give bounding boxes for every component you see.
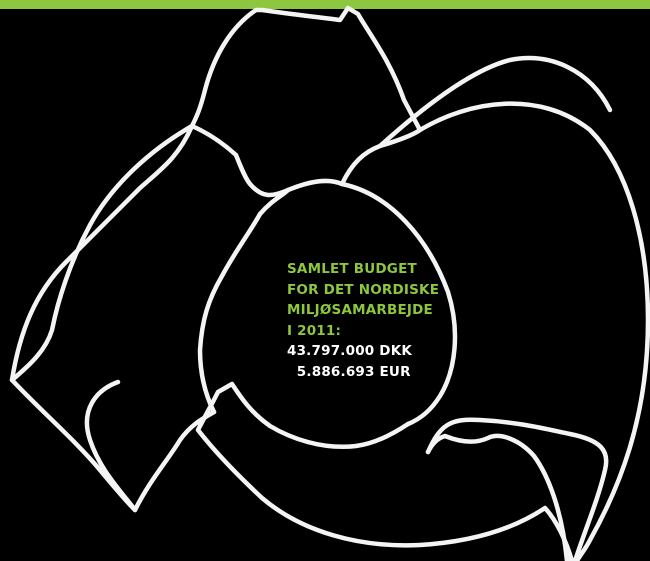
top-arrow-outline bbox=[189, 5, 423, 198]
left-arrow-outline bbox=[9, 123, 217, 513]
right-arrow-outline bbox=[417, 101, 650, 561]
budget-heading-line-3: MILJØSAMARBEJDE bbox=[287, 302, 433, 318]
budget-heading-line-2: FOR DET NORDISKE bbox=[287, 281, 440, 298]
budget-amount-eur: 5.886.693 EUR bbox=[287, 363, 411, 380]
left-arrow-tail bbox=[9, 123, 195, 383]
left-arrow-shaft bbox=[197, 187, 291, 415]
budget-amount-dkk: 43.797.000 DKK bbox=[287, 343, 413, 359]
bottom-arrow-outline bbox=[195, 381, 575, 561]
budget-text-block: SAMLET BUDGET FOR DET NORDISKE MILJØSAMA… bbox=[287, 259, 487, 382]
upper-right-swoosh bbox=[377, 55, 613, 149]
budget-heading-line-4: I 2011: bbox=[287, 322, 342, 339]
green-top-bar bbox=[0, 0, 650, 9]
inner-ring-right bbox=[339, 181, 458, 427]
bottom-arrow-head bbox=[425, 417, 609, 561]
left-outer-swoosh bbox=[84, 379, 138, 513]
budget-heading-line-1: SAMLET BUDGET bbox=[287, 261, 417, 277]
